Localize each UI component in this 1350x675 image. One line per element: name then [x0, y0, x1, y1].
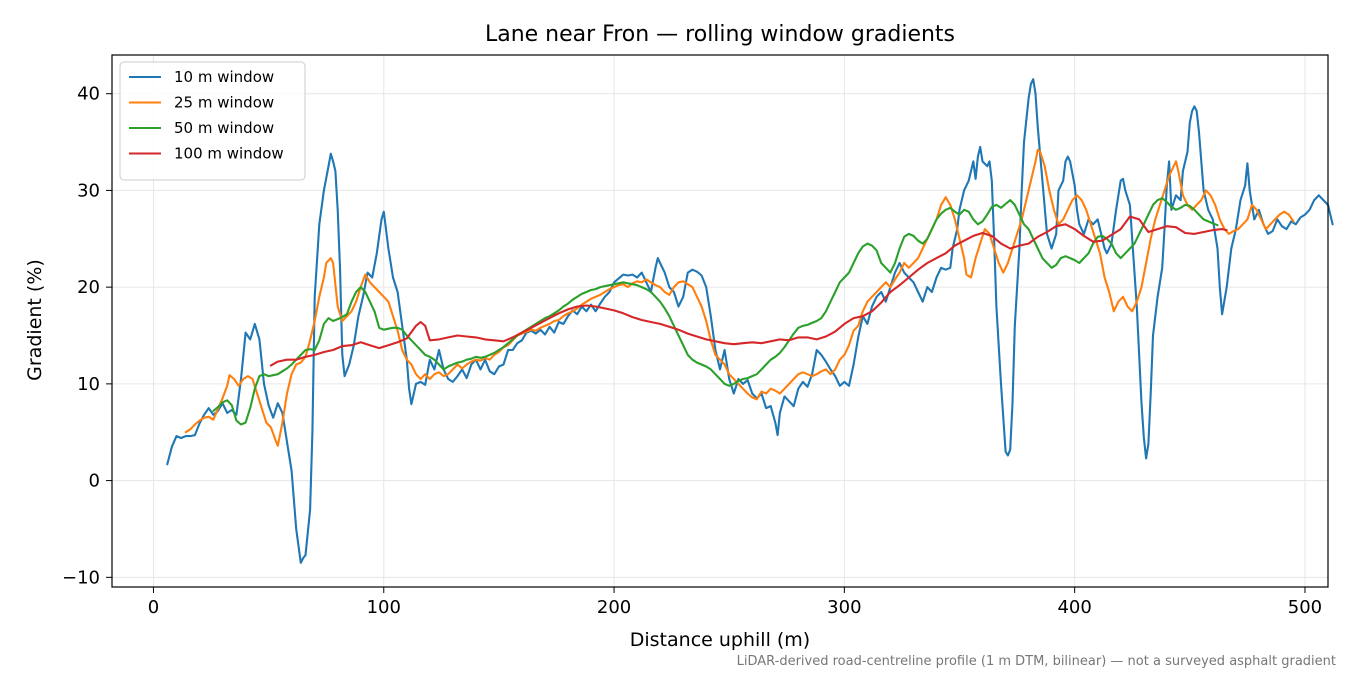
legend-label: 100 m window — [174, 145, 284, 163]
plot-frame — [111, 54, 1329, 588]
x-axis-label: Distance uphill (m) — [630, 629, 810, 651]
axis-ticks: 0 100 200 300 400 500 −10 0 10 20 30 40 — [62, 84, 1322, 618]
series-line-3 — [212, 197, 1219, 426]
grid-lines — [112, 55, 1328, 587]
legend-label: 50 m window — [174, 119, 274, 137]
y-tick-label: 30 — [77, 180, 100, 201]
chart-title: Lane near Fron — rolling window gradient… — [485, 22, 955, 47]
x-tick-label: 500 — [1288, 597, 1322, 618]
legend: 10 m window 25 m window 50 m window 100 m w… — [119, 61, 306, 181]
y-tick-label: 10 — [77, 374, 100, 395]
x-tick-label: 400 — [1057, 597, 1091, 618]
legend-box — [119, 61, 306, 181]
y-tick-label: 0 — [89, 471, 100, 492]
series-line-1 — [166, 78, 1334, 564]
y-axis-label: Gradient (%) — [24, 259, 46, 381]
series-layer — [166, 78, 1334, 564]
legend-label: 10 m window — [174, 68, 274, 86]
x-tick-label: 0 — [148, 597, 159, 618]
y-tick-label: 40 — [77, 84, 100, 105]
legend-label: 25 m window — [174, 94, 274, 112]
series-line-2 — [184, 148, 1295, 447]
x-tick-label: 100 — [367, 597, 401, 618]
x-tick-label: 200 — [597, 597, 631, 618]
footnote: LiDAR-derived road-centreline profile (1… — [737, 654, 1336, 669]
series-line-4 — [269, 215, 1228, 367]
y-tick-label: 20 — [77, 277, 100, 298]
x-tick-label: 300 — [827, 597, 861, 618]
y-tick-label: −10 — [62, 567, 100, 588]
